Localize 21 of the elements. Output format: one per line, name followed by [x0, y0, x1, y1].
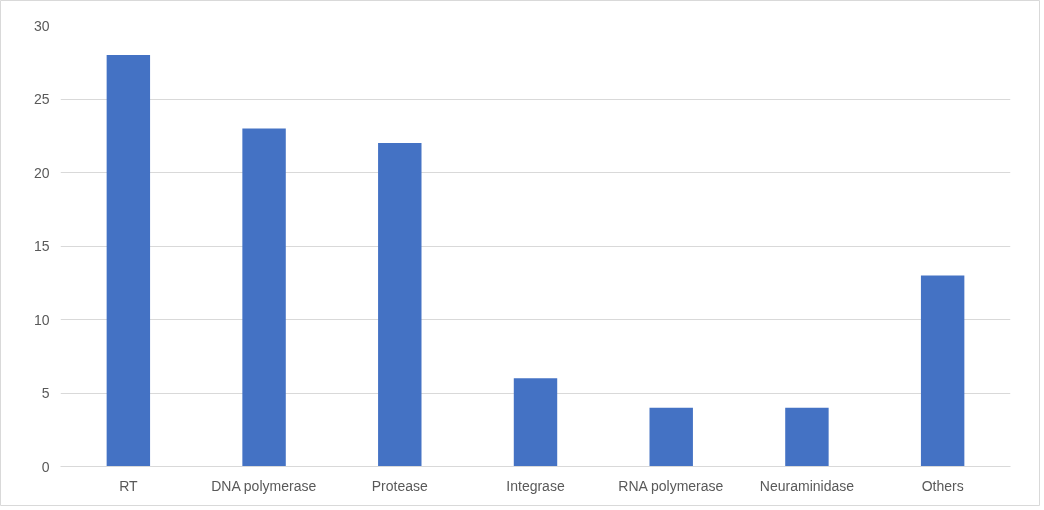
y-tick-label: 30 [33, 17, 50, 34]
x-tick-label: RT [119, 477, 139, 494]
y-tick-label: 10 [33, 311, 50, 328]
x-tick-label: Neuraminidase [759, 477, 855, 494]
x-tick-label: Integrase [506, 477, 565, 494]
x-tick-label: Protease [371, 477, 429, 494]
y-tick-label: 20 [33, 164, 50, 181]
x-tick-label: DNA polymerase [211, 477, 317, 494]
bar [378, 143, 422, 467]
bar [920, 275, 965, 467]
bar [242, 128, 286, 467]
bar [106, 54, 151, 467]
bar [649, 407, 693, 467]
y-tick-label: 25 [33, 91, 50, 107]
bar [513, 378, 558, 467]
x-tick-label: Others [921, 477, 964, 494]
y-tick-label: 0 [41, 458, 50, 475]
y-tick-label: 5 [41, 385, 50, 401]
x-tick-label: RNA polymerase [618, 477, 724, 494]
y-tick-label: 15 [33, 238, 50, 254]
bar [785, 407, 829, 467]
